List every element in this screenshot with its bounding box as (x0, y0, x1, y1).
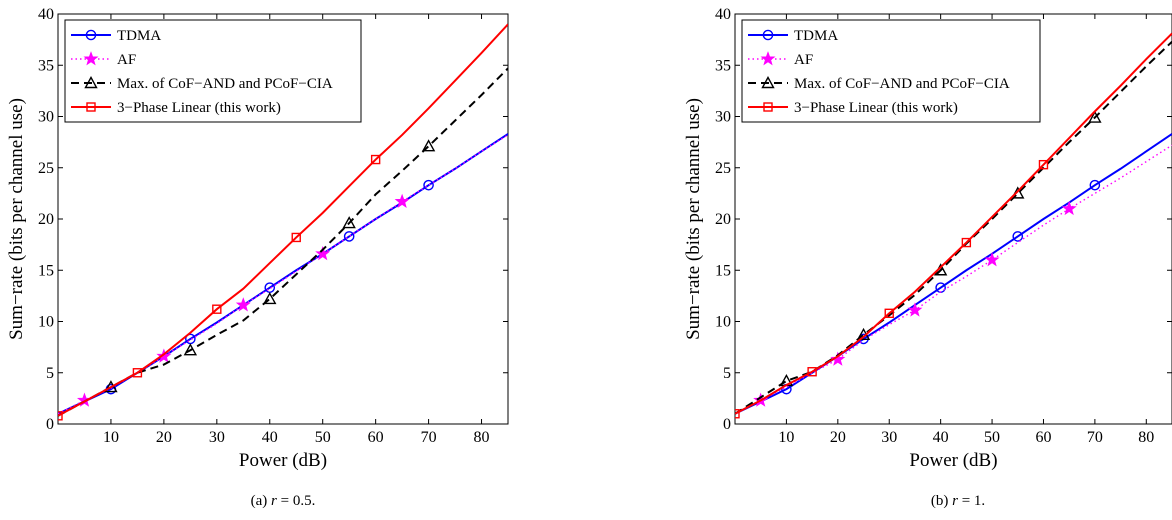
data-point-star (830, 351, 846, 366)
legend-marker-square (763, 102, 773, 112)
legend-label: 3−Phase Linear (this work) (794, 100, 958, 116)
x-tick-label: 80 (1138, 429, 1154, 446)
data-point-square (961, 237, 972, 248)
legend-label: 3−Phase Linear (this work) (117, 100, 281, 116)
data-point-square (291, 232, 301, 243)
legend-marker-square (86, 102, 96, 112)
y-tick-label: 40 (38, 6, 54, 23)
y-tick-label: 20 (38, 211, 54, 228)
x-tick-label: 30 (881, 429, 897, 446)
data-point-circle (423, 179, 434, 191)
chart-panel-2: 10 20 30 40 50 60 70 80 0 5 10 15 20 25 30 35 40 Power (d… (683, 6, 1172, 509)
series-line-star (58, 134, 508, 415)
x-axis-label: Power (dB) (239, 450, 327, 471)
legend-marker-circle (85, 29, 97, 41)
data-point-circle (343, 231, 355, 242)
x-tick-label: 30 (209, 429, 225, 446)
x-tick-label: 50 (984, 429, 1000, 446)
y-tick-label: 15 (715, 262, 731, 279)
figure-caption: (b) r = 1. (931, 493, 985, 509)
data-point-square (58, 411, 63, 421)
x-tick-label: 40 (262, 429, 278, 446)
caption-value: = 1. (958, 493, 985, 509)
data-point-star (394, 193, 410, 208)
legend-box (64, 19, 362, 123)
caption-variable: r (952, 493, 958, 509)
x-tick-label: 20 (830, 429, 846, 446)
data-point-square (132, 368, 143, 378)
legend-box (741, 19, 1041, 123)
x-tick-label: 20 (156, 429, 172, 446)
legend-marker-triangle (84, 76, 98, 89)
legend: TDMA AF Max. of CoF−AND and PCoF−CIA 3−Phas… (64, 19, 362, 123)
y-axis-label: Sum−rate (bits per channel use) (6, 98, 27, 340)
data-point-star (1061, 200, 1077, 216)
x-tick-label: 60 (368, 429, 384, 446)
data-point-triangle (183, 343, 198, 356)
legend-label: Max. of CoF−AND and PCoF−CIA (117, 76, 333, 92)
data-point-star (907, 302, 923, 317)
y-tick-label: 35 (38, 57, 54, 74)
legend-label: TDMA (117, 28, 161, 44)
data-point-circle (1089, 179, 1101, 191)
legend-marker-circle (762, 29, 774, 41)
caption-variable: r (271, 493, 277, 509)
y-tick-label: 25 (38, 160, 54, 177)
series-layer (735, 32, 1172, 419)
legend-label: AF (794, 52, 813, 68)
data-point-star (984, 252, 1000, 267)
y-tick-label: 20 (715, 211, 731, 228)
caption-prefix: (b) (931, 493, 952, 509)
data-point-star (315, 245, 331, 261)
legend-label: TDMA (794, 28, 838, 44)
data-point-square (735, 409, 740, 419)
legend-label: AF (117, 52, 136, 68)
y-tick-label: 10 (715, 314, 731, 331)
y-tick-label: 0 (46, 416, 54, 433)
data-point-circle (1012, 231, 1024, 242)
y-tick-label: 30 (38, 109, 54, 126)
data-point-square (212, 304, 222, 314)
caption-value: = 0.5. (277, 493, 315, 509)
legend-marker-triangle (761, 76, 775, 89)
caption-prefix: (a) (251, 493, 271, 509)
y-tick-label: 5 (46, 365, 54, 382)
y-tick-label: 0 (723, 416, 731, 433)
y-axis-label: Sum−rate (bits per channel use) (683, 98, 704, 340)
data-point-square (807, 367, 817, 377)
y-tick-label: 40 (715, 6, 731, 23)
legend-marker-star (760, 51, 776, 66)
y-tick-label: 35 (715, 57, 731, 74)
x-tick-label: 70 (1087, 429, 1103, 446)
figure-caption: (a) r = 0.5. (251, 493, 316, 509)
x-axis-label: Power (dB) (909, 450, 997, 471)
y-tick-label: 10 (38, 314, 54, 331)
x-tick-label: 80 (474, 429, 490, 446)
x-tick-label: 10 (103, 429, 119, 446)
data-point-square (1038, 159, 1049, 170)
data-point-triangle (421, 139, 436, 152)
data-point-star (156, 348, 172, 363)
legend: TDMA AF Max. of CoF−AND and PCoF−CIA 3−Phas… (741, 19, 1041, 123)
x-tick-label: 10 (778, 429, 794, 446)
x-tick-label: 50 (315, 429, 331, 446)
legend-label: Max. of CoF−AND and PCoF−CIA (794, 76, 1010, 92)
series-layer (58, 23, 508, 421)
data-point-triangle (342, 216, 356, 229)
y-tick-label: 25 (715, 160, 731, 177)
y-tick-label: 15 (38, 262, 54, 279)
data-point-square (370, 154, 381, 165)
x-tick-label: 40 (933, 429, 949, 446)
x-tick-label: 60 (1035, 429, 1051, 446)
y-tick-label: 5 (723, 365, 731, 382)
data-point-triangle (1088, 110, 1102, 123)
legend-marker-star (83, 51, 99, 66)
data-point-triangle (263, 291, 277, 305)
chart-panel-1: 10 20 30 40 50 60 70 80 0 5 10 15 20 25 30 35 40 Power (d… (6, 6, 509, 509)
x-tick-label: 70 (421, 429, 437, 446)
data-point-square (884, 308, 894, 318)
data-point-star (235, 297, 251, 312)
y-tick-label: 30 (715, 109, 731, 126)
